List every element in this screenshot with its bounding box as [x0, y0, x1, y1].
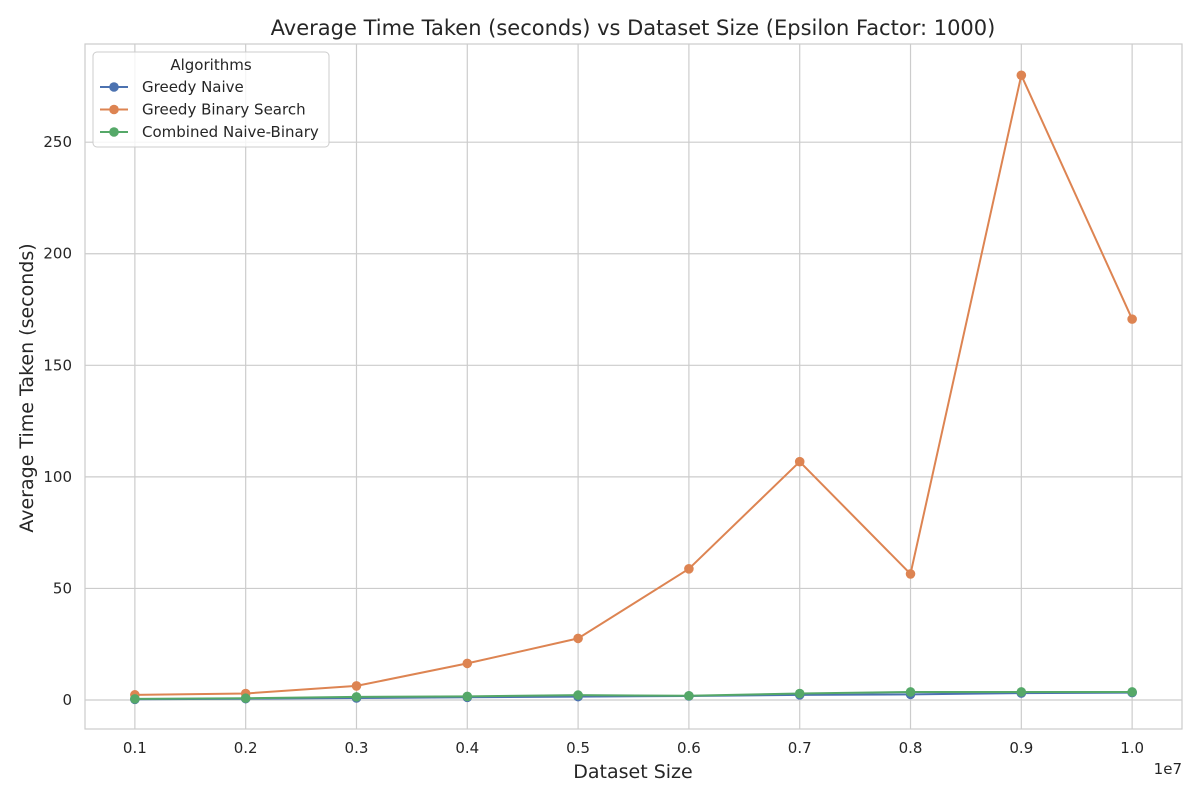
x-tick-label: 0.4 [455, 739, 479, 757]
series-greedy-binary-search [130, 70, 1137, 700]
data-point [1127, 687, 1137, 697]
legend-swatch-marker [109, 127, 119, 137]
x-tick-label: 0.3 [345, 739, 369, 757]
data-point [240, 693, 251, 704]
data-point [462, 658, 473, 669]
data-point [905, 569, 916, 579]
legend-item: Greedy Naive [100, 78, 244, 96]
x-tick-label: 0.7 [788, 739, 812, 757]
y-tick-label: 100 [43, 468, 72, 486]
y-tick-label: 50 [53, 579, 72, 597]
data-point [351, 692, 362, 702]
legend-item: Greedy Binary Search [100, 101, 306, 119]
data-point [905, 687, 916, 697]
data-point [1016, 70, 1027, 81]
legend-swatch-marker [109, 82, 119, 92]
chart-title: Average Time Taken (seconds) vs Dataset … [271, 16, 996, 40]
data-point [351, 681, 362, 691]
legend-box [92, 51, 330, 148]
x-axis-ticks: 0.1 0.2 0.3 0.4 0.5 0.6 0.7 0.8 0.9 1.0 [123, 739, 1144, 757]
series-line [134, 74, 1134, 696]
legend-label: Greedy Naive [142, 78, 244, 96]
y-tick-label: 250 [43, 133, 72, 151]
x-tick-label: 0.5 [566, 739, 590, 757]
data-point [1127, 314, 1137, 324]
data-point [794, 456, 805, 467]
y-tick-label: 150 [43, 356, 72, 374]
x-tick-label: 0.9 [1009, 739, 1033, 757]
series-layer [130, 70, 1137, 705]
x-tick-label: 0.1 [123, 739, 147, 757]
data-point [1016, 687, 1027, 697]
series-line [134, 691, 1133, 700]
legend-item: Combined Naive-Binary [100, 123, 319, 141]
x-tick-label: 0.8 [899, 739, 923, 757]
data-point [794, 688, 805, 699]
x-tick-label: 1.0 [1120, 739, 1144, 757]
y-axis-ticks: 0 50 100 150 200 250 [43, 133, 72, 709]
data-point [573, 690, 583, 700]
data-point [130, 694, 140, 704]
data-point [684, 690, 694, 701]
legend-label: Greedy Binary Search [142, 101, 306, 119]
grid [85, 44, 1182, 729]
series-combined-naive-binary [130, 687, 1137, 704]
legend-items: Greedy Naive Greedy Binary Search Combined… [100, 78, 319, 141]
x-axis-title: Dataset Size [573, 761, 692, 783]
y-tick-label: 200 [43, 245, 72, 263]
x-tick-label: 0.2 [234, 739, 258, 757]
legend: Algorithms Greedy Naive Greedy Binary Sea… [92, 51, 330, 148]
y-tick-label: 0 [62, 691, 72, 709]
x-axis-offset-label: 1e7 [1154, 760, 1182, 778]
plot-frame [84, 43, 1183, 730]
x-tick-label: 0.6 [677, 739, 701, 757]
data-point [462, 691, 473, 702]
y-axis-title: Average Time Taken (seconds) [16, 243, 38, 532]
legend-label: Combined Naive-Binary [142, 123, 319, 141]
data-point [573, 633, 583, 644]
legend-title: Algorithms [170, 56, 251, 74]
legend-swatch-marker [109, 104, 119, 115]
data-point [684, 563, 694, 574]
